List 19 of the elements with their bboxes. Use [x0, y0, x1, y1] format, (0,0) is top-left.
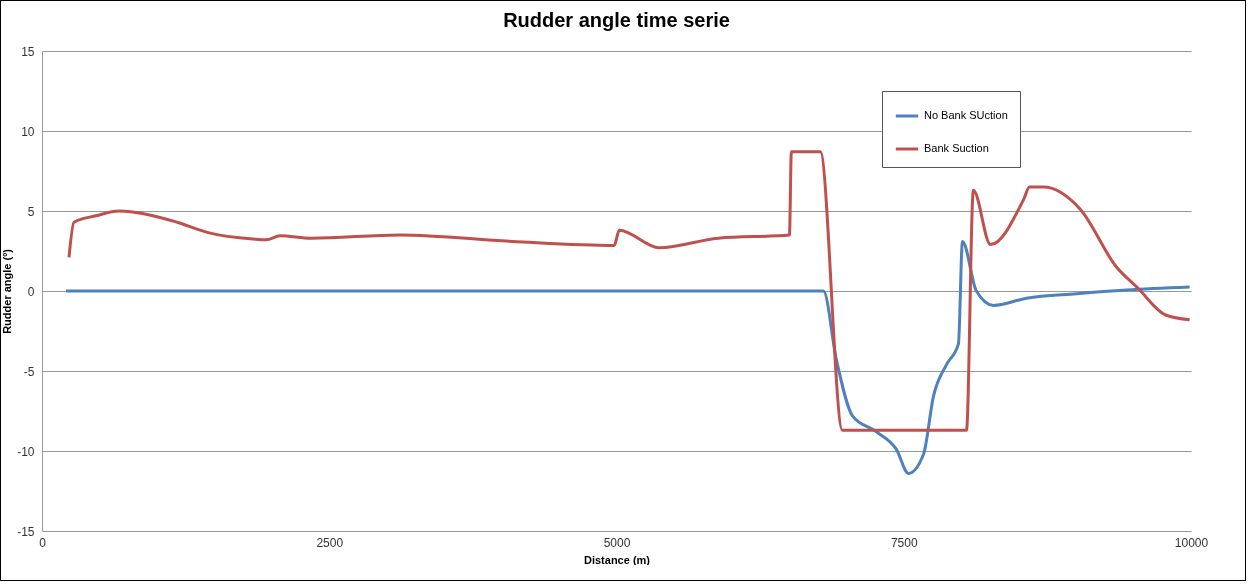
- legend-label: Bank Suction: [924, 142, 989, 154]
- y-tick-label: -10: [17, 444, 35, 459]
- y-axis-title: Rudder angle (º): [1, 248, 14, 334]
- legend-label: No Bank SUction: [924, 109, 1008, 121]
- y-tick-label: 10: [21, 124, 35, 139]
- y-tick-label: -15: [17, 524, 35, 539]
- y-tick-label: -5: [23, 364, 35, 379]
- x-axis-title: Distance (m): [583, 553, 651, 566]
- y-tick-label: 0: [27, 284, 35, 299]
- y-tick-label: 15: [21, 44, 35, 59]
- x-tick-label: 0: [39, 535, 47, 550]
- x-tick-label: 7500: [890, 535, 918, 550]
- x-tick-label: 2500: [316, 535, 344, 550]
- x-tick-label: 5000: [603, 535, 631, 550]
- line-series: [67, 150, 1192, 432]
- chart-title: Rudder angle time serie: [503, 9, 730, 31]
- line-series: [64, 239, 1192, 475]
- x-tick-label: 10000: [1174, 535, 1209, 550]
- y-tick-label: 5: [27, 204, 35, 219]
